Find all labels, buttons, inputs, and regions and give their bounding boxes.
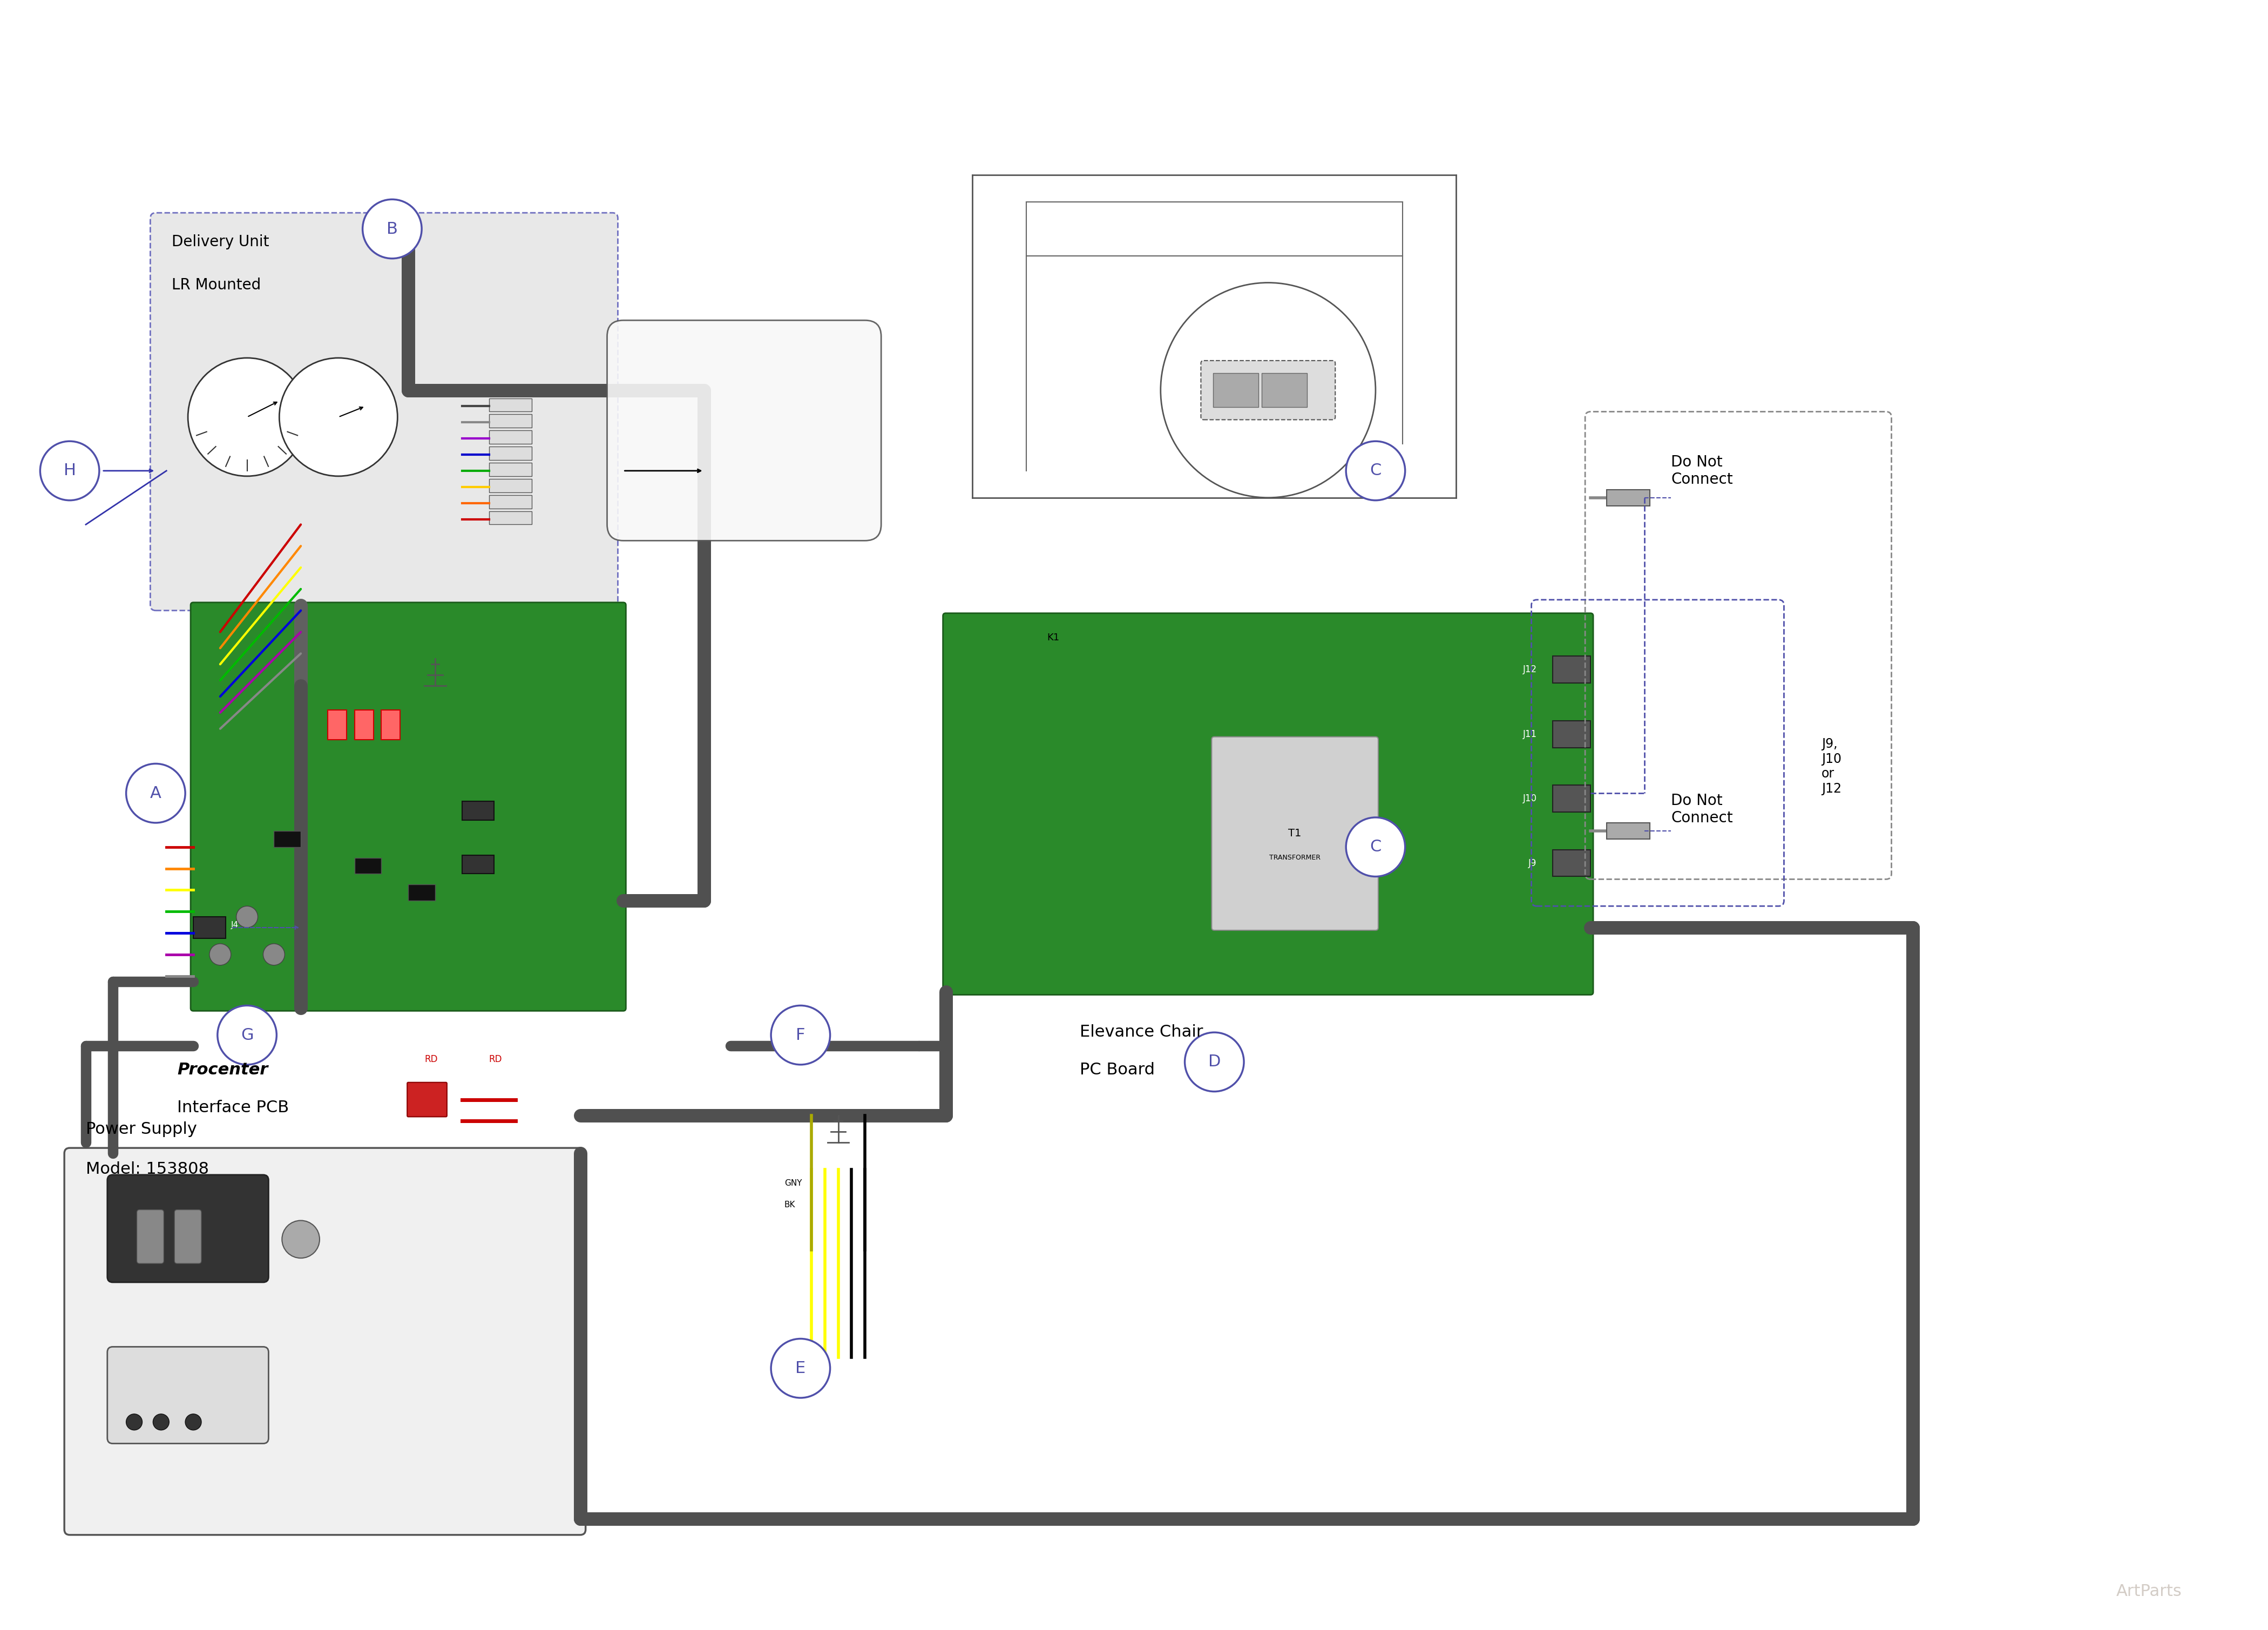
- Text: Delivery Unit: Delivery Unit: [172, 235, 270, 249]
- Text: K1: K1: [1048, 632, 1059, 642]
- Circle shape: [186, 1413, 202, 1430]
- FancyBboxPatch shape: [107, 1175, 268, 1283]
- Bar: [1606, 489, 1649, 505]
- Circle shape: [127, 764, 186, 823]
- Bar: [463, 802, 494, 820]
- Text: J10: J10: [1522, 794, 1538, 804]
- FancyBboxPatch shape: [1261, 373, 1306, 408]
- Text: PC Board: PC Board: [1080, 1063, 1154, 1077]
- Text: J9: J9: [1529, 859, 1538, 867]
- Text: A: A: [150, 786, 161, 800]
- Text: J9,
J10
or
J12: J9, J10 or J12: [1821, 737, 1842, 795]
- Text: ArtParts: ArtParts: [2116, 1584, 2182, 1599]
- Bar: [490, 414, 533, 427]
- FancyBboxPatch shape: [1213, 373, 1259, 408]
- FancyBboxPatch shape: [408, 1082, 447, 1117]
- Bar: [1606, 823, 1649, 839]
- Text: TRANSFORMER: TRANSFORMER: [1270, 854, 1320, 861]
- Circle shape: [218, 1006, 277, 1064]
- Circle shape: [771, 1006, 830, 1064]
- FancyBboxPatch shape: [1211, 737, 1379, 931]
- Bar: [490, 463, 533, 476]
- Circle shape: [209, 944, 231, 965]
- Bar: [354, 711, 374, 740]
- Text: C: C: [1370, 463, 1381, 479]
- Circle shape: [1184, 1032, 1243, 1092]
- Circle shape: [188, 359, 306, 476]
- FancyBboxPatch shape: [175, 1209, 202, 1263]
- Circle shape: [1345, 442, 1406, 500]
- Bar: [490, 447, 533, 460]
- Bar: [1554, 786, 1590, 812]
- Text: J12: J12: [1522, 665, 1538, 675]
- Bar: [354, 857, 381, 874]
- Circle shape: [1345, 817, 1406, 877]
- Text: B: B: [386, 222, 397, 236]
- Text: Interface PCB: Interface PCB: [177, 1100, 288, 1115]
- Bar: [327, 711, 347, 740]
- FancyBboxPatch shape: [136, 1209, 163, 1263]
- Bar: [274, 831, 302, 848]
- Text: GNY: GNY: [785, 1178, 803, 1187]
- Text: J11: J11: [1522, 729, 1538, 738]
- Circle shape: [1161, 282, 1377, 497]
- FancyBboxPatch shape: [191, 603, 626, 1011]
- Circle shape: [236, 906, 259, 927]
- Text: RD: RD: [424, 1055, 438, 1064]
- Text: Do Not
Connect: Do Not Connect: [1672, 455, 1733, 487]
- Bar: [490, 398, 533, 412]
- Bar: [463, 856, 494, 874]
- FancyBboxPatch shape: [64, 1148, 585, 1535]
- Text: LR Mounted: LR Mounted: [172, 277, 261, 292]
- FancyBboxPatch shape: [107, 1346, 268, 1444]
- Text: F: F: [796, 1027, 805, 1043]
- Circle shape: [771, 1338, 830, 1399]
- Bar: [1554, 657, 1590, 683]
- Bar: [490, 430, 533, 443]
- Bar: [490, 512, 533, 525]
- Text: E: E: [796, 1361, 805, 1376]
- Text: J4: J4: [231, 921, 238, 929]
- Circle shape: [152, 1413, 170, 1430]
- Text: C: C: [1370, 839, 1381, 854]
- Text: D: D: [1209, 1055, 1220, 1069]
- Circle shape: [127, 1413, 143, 1430]
- FancyBboxPatch shape: [943, 613, 1592, 994]
- Text: Procenter: Procenter: [177, 1063, 268, 1077]
- Text: Do Not
Connect: Do Not Connect: [1672, 794, 1733, 826]
- Text: RD: RD: [490, 1055, 501, 1064]
- Text: T1: T1: [1288, 828, 1302, 839]
- Text: Elevance Chair: Elevance Chair: [1080, 1024, 1204, 1040]
- Text: G: G: [240, 1027, 254, 1043]
- Bar: [490, 496, 533, 509]
- Bar: [1554, 849, 1590, 877]
- Circle shape: [263, 944, 286, 965]
- Text: H: H: [64, 463, 75, 479]
- Bar: [490, 479, 533, 492]
- Text: Model: 153808: Model: 153808: [86, 1161, 209, 1177]
- Text: Power Supply: Power Supply: [86, 1121, 197, 1138]
- FancyBboxPatch shape: [150, 214, 617, 611]
- Bar: [381, 711, 399, 740]
- Bar: [1554, 720, 1590, 748]
- Circle shape: [363, 199, 422, 259]
- Circle shape: [41, 442, 100, 500]
- Bar: [408, 885, 435, 901]
- Bar: [193, 916, 225, 939]
- Text: BK: BK: [785, 1201, 796, 1209]
- FancyBboxPatch shape: [1200, 360, 1336, 419]
- Circle shape: [279, 359, 397, 476]
- Circle shape: [281, 1221, 320, 1258]
- FancyBboxPatch shape: [608, 321, 882, 541]
